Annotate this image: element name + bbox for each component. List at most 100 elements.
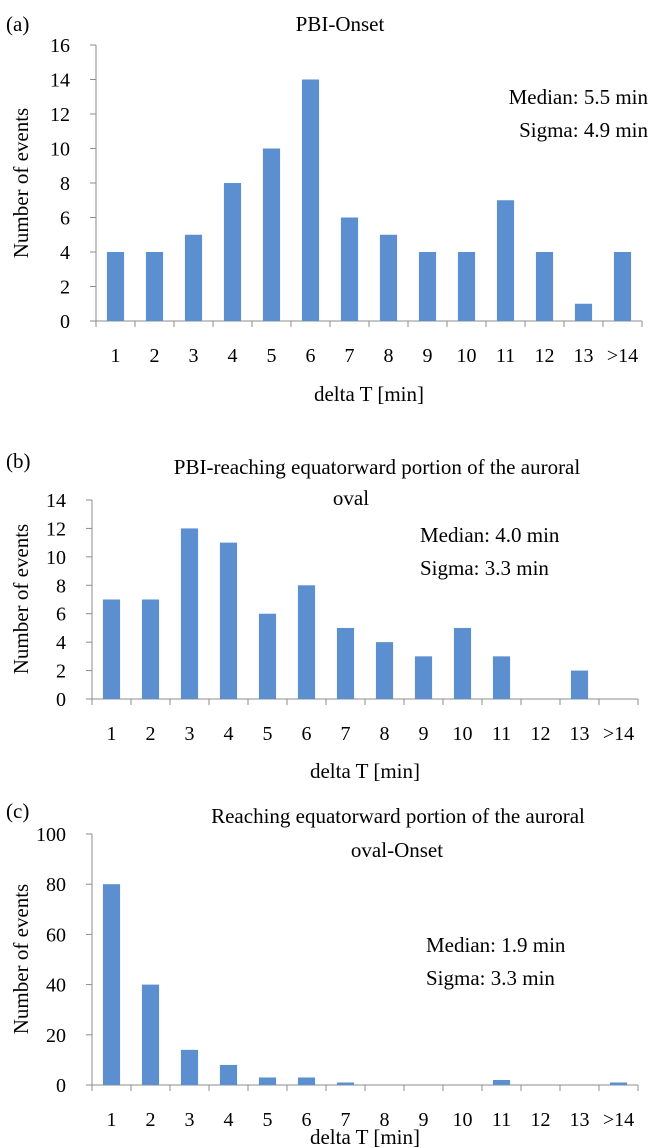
bar bbox=[141, 984, 160, 1085]
x-tick-label: >14 bbox=[603, 1109, 634, 1131]
bar bbox=[184, 234, 203, 321]
panel-label: (a) bbox=[6, 12, 29, 36]
median-annotation: Median: 5.5 min bbox=[509, 85, 649, 109]
y-tick-label: 12 bbox=[50, 104, 70, 126]
x-tick-label: 3 bbox=[189, 345, 199, 367]
chart-title-line-2: oval bbox=[333, 486, 369, 510]
bar bbox=[336, 627, 355, 699]
bar bbox=[535, 252, 554, 321]
y-tick-label: 0 bbox=[56, 689, 66, 711]
bar bbox=[301, 79, 320, 321]
x-tick-label: 7 bbox=[341, 723, 351, 745]
y-tick-label: 0 bbox=[56, 1075, 66, 1097]
bar bbox=[262, 148, 281, 321]
bar bbox=[340, 217, 359, 321]
bar bbox=[609, 1082, 628, 1085]
chart-title-line-1: Reaching equatorward portion of the auro… bbox=[211, 804, 585, 828]
bar bbox=[258, 613, 277, 699]
x-tick-label: 13 bbox=[574, 345, 594, 367]
y-tick-label: 2 bbox=[60, 277, 70, 299]
x-tick-label: 13 bbox=[570, 1109, 590, 1131]
x-tick-label: 10 bbox=[457, 345, 477, 367]
x-tick-label: 4 bbox=[228, 345, 238, 367]
bar bbox=[223, 183, 242, 321]
sigma-annotation: Sigma: 3.3 min bbox=[426, 966, 555, 990]
bar bbox=[180, 528, 199, 699]
x-tick-label: 7 bbox=[341, 1109, 351, 1131]
y-tick-label: 16 bbox=[50, 35, 70, 57]
x-tick-label: 5 bbox=[263, 1109, 273, 1131]
bar bbox=[219, 1064, 238, 1085]
bar bbox=[297, 1077, 316, 1085]
bar bbox=[457, 252, 476, 321]
bar bbox=[613, 252, 632, 321]
y-tick-label: 2 bbox=[56, 661, 66, 683]
y-tick-label: 6 bbox=[56, 604, 66, 626]
y-tick-label: 40 bbox=[46, 975, 66, 997]
bar bbox=[102, 599, 121, 699]
bar bbox=[418, 252, 437, 321]
median-annotation: Median: 4.0 min bbox=[420, 523, 560, 547]
x-tick-label: 11 bbox=[496, 345, 515, 367]
x-tick-label: 10 bbox=[453, 723, 473, 745]
y-tick-label: 10 bbox=[50, 139, 70, 161]
x-tick-label: 12 bbox=[531, 1109, 551, 1131]
panel-label: (b) bbox=[6, 449, 31, 473]
x-tick-label: 5 bbox=[263, 723, 273, 745]
median-annotation: Median: 1.9 min bbox=[426, 933, 566, 957]
bar bbox=[375, 642, 394, 699]
y-axis-label: Number of events bbox=[9, 884, 33, 1034]
bar bbox=[414, 656, 433, 699]
x-tick-label: 4 bbox=[224, 723, 234, 745]
bar bbox=[297, 585, 316, 699]
y-tick-label: 60 bbox=[46, 924, 66, 946]
x-tick-label: 11 bbox=[492, 723, 511, 745]
x-tick-label: 1 bbox=[107, 1109, 117, 1131]
bar bbox=[379, 234, 398, 321]
x-tick-label: 1 bbox=[107, 723, 117, 745]
x-tick-label: 12 bbox=[535, 345, 555, 367]
y-tick-label: 8 bbox=[60, 173, 70, 195]
x-axis-label: delta T [min] bbox=[310, 1125, 420, 1148]
x-tick-label: 6 bbox=[302, 723, 312, 745]
bar bbox=[336, 1082, 355, 1085]
x-tick-label: 8 bbox=[384, 345, 394, 367]
chart-panel-3: (c) Reaching equatorward portion of the a… bbox=[6, 799, 639, 1148]
bar bbox=[106, 252, 125, 321]
bar bbox=[496, 200, 515, 321]
x-tick-label: 11 bbox=[492, 1109, 511, 1131]
bar bbox=[180, 1049, 199, 1085]
y-tick-label: 4 bbox=[60, 242, 70, 264]
x-tick-label: 13 bbox=[570, 723, 590, 745]
y-tick-label: 12 bbox=[46, 518, 66, 540]
y-tick-label: 4 bbox=[56, 632, 66, 654]
x-tick-label: 2 bbox=[146, 1109, 156, 1131]
x-tick-label: 9 bbox=[419, 723, 429, 745]
x-tick-label: 12 bbox=[531, 723, 551, 745]
y-tick-label: 100 bbox=[36, 824, 66, 846]
x-tick-label: 3 bbox=[185, 1109, 195, 1131]
x-axis-label: delta T [min] bbox=[314, 382, 424, 406]
x-tick-label: 2 bbox=[146, 723, 156, 745]
y-tick-label: 6 bbox=[60, 208, 70, 230]
x-tick-label: 2 bbox=[150, 345, 160, 367]
y-tick-label: 14 bbox=[50, 70, 70, 92]
x-tick-label: 9 bbox=[419, 1109, 429, 1131]
y-tick-label: 8 bbox=[56, 575, 66, 597]
bar bbox=[145, 252, 164, 321]
bar bbox=[219, 542, 238, 699]
y-tick-label: 10 bbox=[46, 547, 66, 569]
bar bbox=[574, 303, 593, 321]
y-tick-label: 80 bbox=[46, 874, 66, 896]
chart-title-line-2: oval-Onset bbox=[351, 838, 443, 862]
x-tick-label: 6 bbox=[302, 1109, 312, 1131]
sigma-annotation: Sigma: 4.9 min bbox=[519, 118, 648, 142]
bar bbox=[492, 656, 511, 699]
bar bbox=[102, 884, 121, 1085]
bar bbox=[453, 627, 472, 699]
x-tick-label: >14 bbox=[603, 723, 634, 745]
bar bbox=[258, 1077, 277, 1085]
chart-title-line-1: PBI-reaching equatorward portion of the … bbox=[174, 455, 581, 479]
